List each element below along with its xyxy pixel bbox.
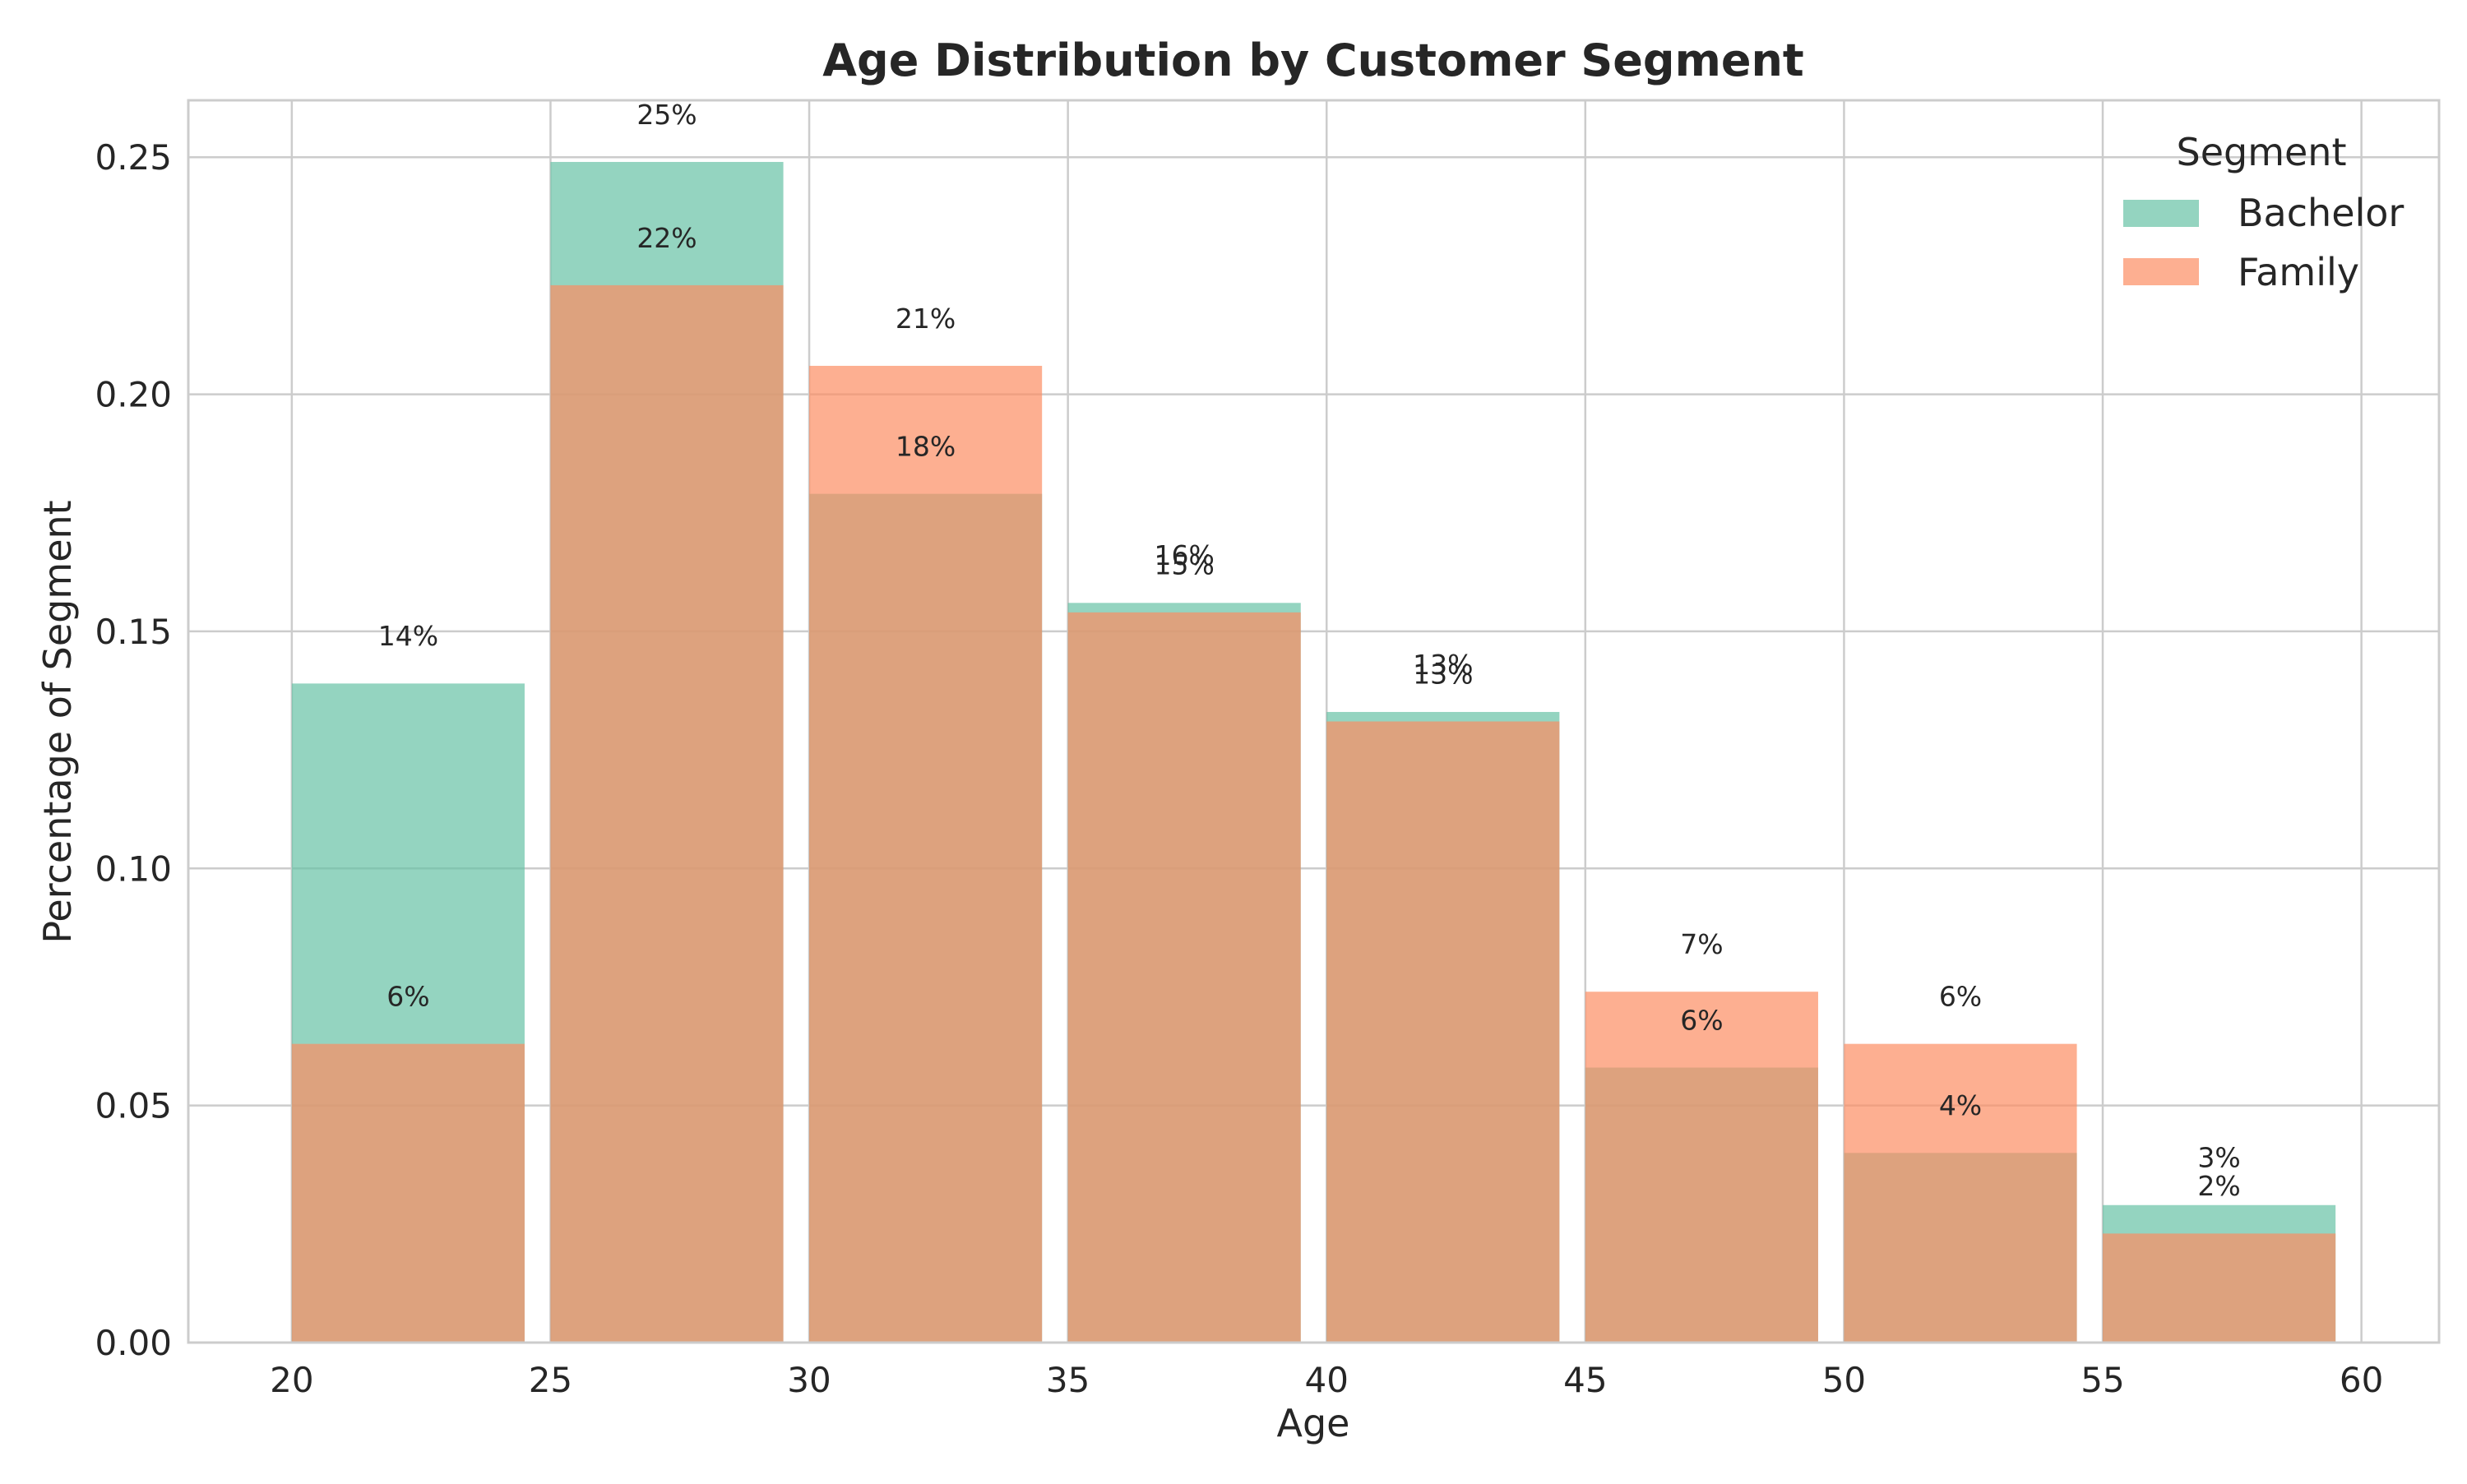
- grid: [188, 100, 2439, 1344]
- x-tick-label: 45: [1563, 1360, 1607, 1400]
- bar-family: [291, 1043, 525, 1343]
- data-label-family: 6%: [386, 981, 429, 1013]
- data-label-bachelor: 3%: [2197, 1142, 2240, 1174]
- bar-family: [1326, 721, 1560, 1343]
- legend-label-family: Family: [2238, 250, 2359, 294]
- bar-family: [809, 365, 1043, 1343]
- data-label-bachelor: 6%: [1680, 1004, 1723, 1036]
- bar-family: [1067, 612, 1301, 1343]
- legend: Segment Bachelor Family: [2123, 130, 2404, 294]
- bar-family: [1585, 992, 1818, 1343]
- bar-family: [550, 284, 784, 1343]
- data-label-family: 6%: [1939, 981, 1982, 1013]
- x-tick-label: 50: [1822, 1360, 1866, 1400]
- y-tick-label: 0.05: [95, 1086, 172, 1126]
- x-tick-label: 25: [529, 1360, 572, 1400]
- y-tick-label: 0.15: [95, 612, 172, 652]
- legend-swatch-bachelor: [2123, 200, 2199, 227]
- y-tick-label: 0.25: [95, 137, 172, 178]
- y-tick-label: 0.00: [95, 1323, 172, 1363]
- data-label-bachelor: 25%: [636, 99, 697, 131]
- x-tick-label: 35: [1046, 1360, 1090, 1400]
- data-labels: 14% 25% 18% 16% 13% 6% 4% 3% 6% 22% 21% 15% 13% 7% 6% 2…: [378, 99, 2241, 1202]
- chart-title: Age Distribution by Customer Segment: [822, 35, 1803, 86]
- bars: [291, 161, 2336, 1343]
- data-label-bachelor: 4%: [1939, 1089, 1982, 1121]
- x-axis-label: Age: [1277, 1401, 1350, 1445]
- y-axis-label: Percentage of Segment: [35, 500, 80, 943]
- data-label-family: 22%: [636, 222, 697, 254]
- y-tick-label: 0.20: [95, 375, 172, 415]
- ticks: 20 25 30 35 40 45 50 55 60 0.00 0.05 0.10 0.15 0.20 0.…: [95, 137, 2383, 1400]
- x-tick-label: 20: [270, 1360, 313, 1400]
- data-label-family: 15%: [1155, 549, 1215, 581]
- data-label-bachelor: 18%: [896, 431, 956, 463]
- data-label-family: 13%: [1413, 658, 1473, 690]
- x-tick-label: 40: [1305, 1360, 1349, 1400]
- y-tick-label: 0.10: [95, 848, 172, 889]
- legend-swatch-family: [2123, 258, 2199, 285]
- legend-label-bachelor: Bachelor: [2238, 191, 2404, 235]
- data-label-bachelor: 16%: [1155, 539, 1215, 571]
- data-label-family: 2%: [2197, 1170, 2240, 1202]
- bar-family: [1844, 1043, 2077, 1343]
- data-label-family: 7%: [1680, 928, 1723, 960]
- data-label-bachelor: 14%: [378, 620, 438, 652]
- legend-title: Segment: [2177, 130, 2347, 174]
- bar-family: [2103, 1233, 2336, 1343]
- data-label-family: 21%: [896, 303, 956, 335]
- plot-frame: [187, 99, 2441, 1344]
- x-tick-label: 55: [2081, 1360, 2124, 1400]
- x-tick-label: 30: [787, 1360, 831, 1400]
- data-label-bachelor: 13%: [1413, 649, 1473, 681]
- x-tick-label: 60: [2340, 1360, 2383, 1400]
